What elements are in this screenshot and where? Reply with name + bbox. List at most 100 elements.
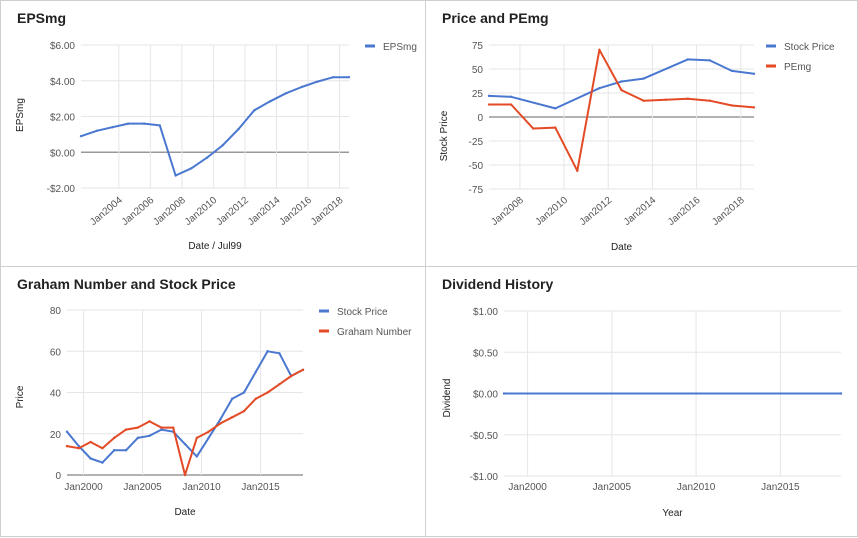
data-point xyxy=(316,80,319,83)
data-point xyxy=(219,418,222,421)
y-tick-label: $0.00 xyxy=(50,148,75,159)
data-point xyxy=(219,422,222,425)
chart-svg: 0 20 40 60 80 Jan2000 Jan2005 Jan2010 Jan2015 Dat… xyxy=(15,306,412,518)
data-point xyxy=(642,77,645,80)
data-point xyxy=(576,169,579,172)
data-point xyxy=(254,397,257,400)
x-tick-label: Jan2016 xyxy=(666,195,703,228)
chart-panel-epsmg: EPSmg -$2.00 $0.00 $2.00 $4.00 $6.00 Jan2004 J… xyxy=(0,0,426,267)
data-point xyxy=(554,107,557,110)
y-tick-label: -25 xyxy=(469,137,484,148)
data-point xyxy=(124,428,128,431)
y-axis-label: Dividend xyxy=(442,379,453,418)
x-axis-label: Year xyxy=(662,508,683,519)
data-point xyxy=(174,174,177,177)
legend-label: EPSmg xyxy=(383,42,417,53)
data-point xyxy=(77,446,81,450)
data-point xyxy=(195,455,198,458)
data-point xyxy=(620,88,623,92)
y-tick-label: 0 xyxy=(55,471,61,482)
y-tick-label: 25 xyxy=(472,89,484,100)
chart-panel-dividend-history: Dividend History -$1.00 -$0.50 $0.00 $0.50 $… xyxy=(425,266,858,537)
y-tick-label: $4.00 xyxy=(50,77,75,88)
data-point xyxy=(708,59,712,62)
x-tick-label: Jan2018 xyxy=(710,195,747,228)
chart-title: Price and PEmg xyxy=(442,10,549,26)
data-point xyxy=(242,409,246,413)
data-point xyxy=(221,143,225,147)
data-point xyxy=(554,126,557,129)
data-point xyxy=(183,442,187,446)
x-tick-label: Jan2010 xyxy=(534,195,571,228)
data-point xyxy=(124,449,128,452)
data-point xyxy=(89,457,92,460)
x-tick-label: Jan2008 xyxy=(489,195,526,228)
data-point xyxy=(664,98,667,101)
x-axis-label: Date / Jul99 xyxy=(188,241,242,252)
chart-title: Graham Number and Stock Price xyxy=(17,276,236,292)
data-point xyxy=(686,97,689,100)
data-point xyxy=(183,473,187,477)
data-point xyxy=(730,69,734,73)
legend-swatch xyxy=(319,329,329,333)
series-line xyxy=(488,58,755,110)
y-tick-label: 0 xyxy=(477,113,483,124)
data-point xyxy=(172,426,175,429)
data-point xyxy=(620,80,623,83)
x-tick-label: Jan2005 xyxy=(123,482,162,493)
series-line xyxy=(66,350,304,464)
y-tick-label: -$2.00 xyxy=(47,184,76,195)
data-point xyxy=(111,126,114,129)
data-point xyxy=(242,391,246,394)
data-point xyxy=(237,127,240,131)
data-point xyxy=(686,58,689,61)
data-point xyxy=(509,95,513,99)
x-tick-label: Jan2004 xyxy=(88,195,125,228)
y-tick-label: 20 xyxy=(50,430,62,441)
legend-label: Graham Number xyxy=(337,327,412,338)
chart-plot-group: 0 20 40 60 80 Jan2000 Jan2005 Jan2010 Jan2015 Dat… xyxy=(15,306,412,518)
x-tick-label: Jan2014 xyxy=(622,195,659,228)
series-line xyxy=(66,368,304,476)
data-point xyxy=(332,75,335,79)
x-tick-label: Jan2010 xyxy=(677,482,716,493)
data-point xyxy=(136,436,139,440)
data-point xyxy=(266,391,269,394)
x-tick-label: Jan2008 xyxy=(151,195,188,228)
data-point xyxy=(160,426,163,429)
data-point xyxy=(752,106,756,109)
series-line xyxy=(489,48,755,172)
chart-svg: -$2.00 $0.00 $2.00 $4.00 $6.00 Jan2004Jan2006… xyxy=(15,41,417,252)
data-point xyxy=(79,134,83,138)
data-point xyxy=(509,103,513,106)
legend-label: PEmg xyxy=(784,62,811,73)
data-point xyxy=(89,440,92,444)
data-point xyxy=(253,109,256,112)
data-point xyxy=(127,122,130,125)
y-tick-label: $0.00 xyxy=(473,390,498,401)
y-tick-label: 50 xyxy=(472,65,484,76)
data-point xyxy=(502,392,506,395)
x-tick-label: Jan2018 xyxy=(309,195,346,228)
x-tick-label: Jan2005 xyxy=(593,482,632,493)
data-point xyxy=(487,103,491,106)
data-point xyxy=(266,350,269,353)
x-tick-label: Jan2012 xyxy=(578,195,615,228)
data-point xyxy=(284,92,288,95)
data-point xyxy=(158,124,162,127)
data-point xyxy=(101,461,104,464)
data-point xyxy=(598,87,601,90)
y-tick-label: -50 xyxy=(469,161,484,172)
y-tick-label: -75 xyxy=(469,185,484,196)
y-axis-label: Stock Price xyxy=(439,110,450,161)
y-tick-label: 80 xyxy=(50,306,62,317)
y-tick-label: $1.00 xyxy=(473,307,498,318)
x-tick-label: Jan2010 xyxy=(182,482,221,493)
y-axis-label: Price xyxy=(15,385,26,408)
data-point xyxy=(708,99,712,102)
y-tick-label: -$0.50 xyxy=(470,431,499,442)
legend-swatch xyxy=(365,44,375,48)
data-point xyxy=(101,446,104,450)
